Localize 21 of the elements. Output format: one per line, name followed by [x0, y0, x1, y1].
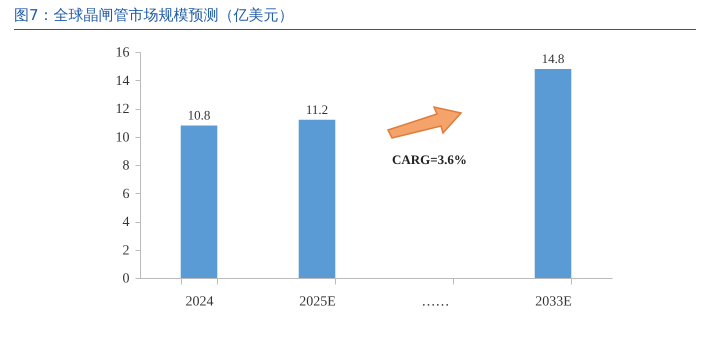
y-tick-label: 14 [116, 74, 130, 89]
y-tick-label: 6 [122, 186, 130, 202]
x-tick-label: 2025E [299, 294, 336, 310]
data-label: 10.8 [188, 107, 210, 122]
y-tick-label: 8 [122, 158, 130, 174]
y-tick-label: 2 [122, 243, 130, 258]
y-tick-label: 10 [116, 130, 130, 146]
y-tick-label: 12 [116, 102, 130, 117]
data-label: 11.2 [306, 102, 328, 117]
chart-title: 图7：全球晶闸管市场规模预测（亿美元） [14, 6, 696, 30]
bar [534, 68, 572, 278]
bar [180, 125, 218, 278]
y-tick-label: 0 [122, 272, 130, 286]
x-tick-label: …… [422, 294, 450, 310]
data-label: 14.8 [542, 50, 564, 66]
x-tick-label: 2033E [535, 294, 572, 310]
bar [298, 120, 336, 278]
y-tick-label: 4 [122, 215, 130, 230]
annotation: CARG=3.6% [392, 152, 467, 167]
x-tick-label: 2024 [186, 294, 214, 310]
y-tick-label: 16 [116, 46, 130, 60]
